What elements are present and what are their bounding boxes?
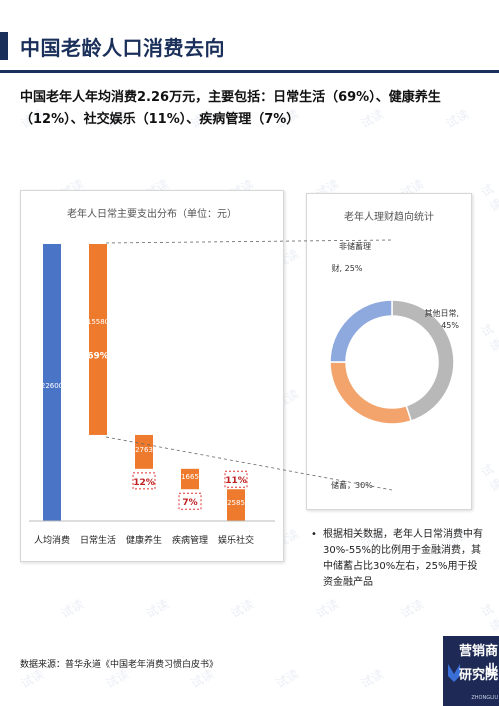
bar-2	[135, 434, 153, 469]
donut-label-other-pct: 45%	[441, 321, 459, 330]
bar-0	[43, 244, 61, 521]
finance-chart-panel: 老年人理财趋向统计 其他日常, 45% 储蓄，30% 非储蓄理财, 25%	[306, 193, 472, 510]
brand-logo	[443, 636, 499, 706]
category-label: 人均消费	[34, 534, 70, 546]
bar-percent-label: 11%	[225, 476, 247, 486]
bar-1	[89, 244, 107, 435]
bar-percent-label: 12%	[133, 478, 155, 488]
bar-value-label: 22600	[41, 382, 63, 390]
bar-value-label: 2763	[135, 446, 153, 454]
logo-subtext: ZHONGLIU	[471, 695, 498, 701]
expense-chart-title: 老年人日常主要支出分布（单位：元）	[67, 209, 237, 220]
finance-note: • 根据相关数据，老年人日常消费中有30%-55%的比例用于金融消费，其中储蓄占…	[311, 527, 485, 591]
finance-chart-title: 老年人理财趋向统计	[344, 212, 434, 223]
category-label: 疾病管理	[172, 534, 208, 546]
bar-percent-label: 69%	[87, 352, 109, 362]
bar-4	[227, 489, 245, 521]
percent-box	[224, 470, 248, 488]
category-label: 娱乐社交	[218, 534, 254, 546]
donut-label-nonsavings: 非储蓄理	[339, 241, 371, 251]
donut-label-other: 其他日常,	[424, 308, 459, 318]
category-label: 健康养生	[126, 534, 162, 546]
note-bullet: •	[311, 529, 317, 540]
data-source: 数据来源：普华永道《中国老年消费习惯白皮书》	[20, 660, 219, 670]
bar-percent-label: 7%	[182, 498, 197, 508]
connector-line-bottom	[105, 436, 393, 491]
bar-value-label: 15580	[87, 318, 109, 326]
logo-emblem-icon	[448, 664, 460, 682]
donut-label-nonsavings-pct: 财, 25%	[332, 263, 363, 273]
logo-text-line1: 营销商业	[458, 644, 498, 678]
expense-bar-chart: 人均消费 日常生活 健康养生 疾病管理 娱乐社交 22600 15580 2763 1665 25…	[29, 244, 275, 546]
bar-value-label: 1665	[181, 473, 199, 481]
donut-slice	[329, 299, 393, 363]
donut-label-savings: 储蓄，30%	[331, 480, 373, 490]
category-label: 日常生活	[80, 534, 116, 546]
percent-box	[132, 472, 156, 490]
connector-line-top	[105, 239, 393, 244]
page-title: 中国老龄人口消费去向	[20, 36, 225, 60]
note-text: 根据相关数据，老年人日常消费中有30%-55%的比例用于金融消费，其中储蓄占比3…	[323, 529, 483, 588]
title-bar	[0, 0, 499, 73]
summary-text: 中国老年人年均消费2.26万元，主要包括：日常生活（69%）、健康养生（12%）…	[20, 90, 441, 127]
title-accent	[0, 32, 8, 60]
bar-3	[181, 468, 199, 490]
expense-chart-panel: 老年人日常主要支出分布（单位：元） 人均消费 日常生活 健康养生 疾病管理 娱乐社交 22…	[20, 190, 284, 562]
bar-value-label: 2585	[227, 499, 245, 507]
percent-box	[178, 492, 202, 510]
logo-text-line2: 研究院	[458, 668, 498, 683]
